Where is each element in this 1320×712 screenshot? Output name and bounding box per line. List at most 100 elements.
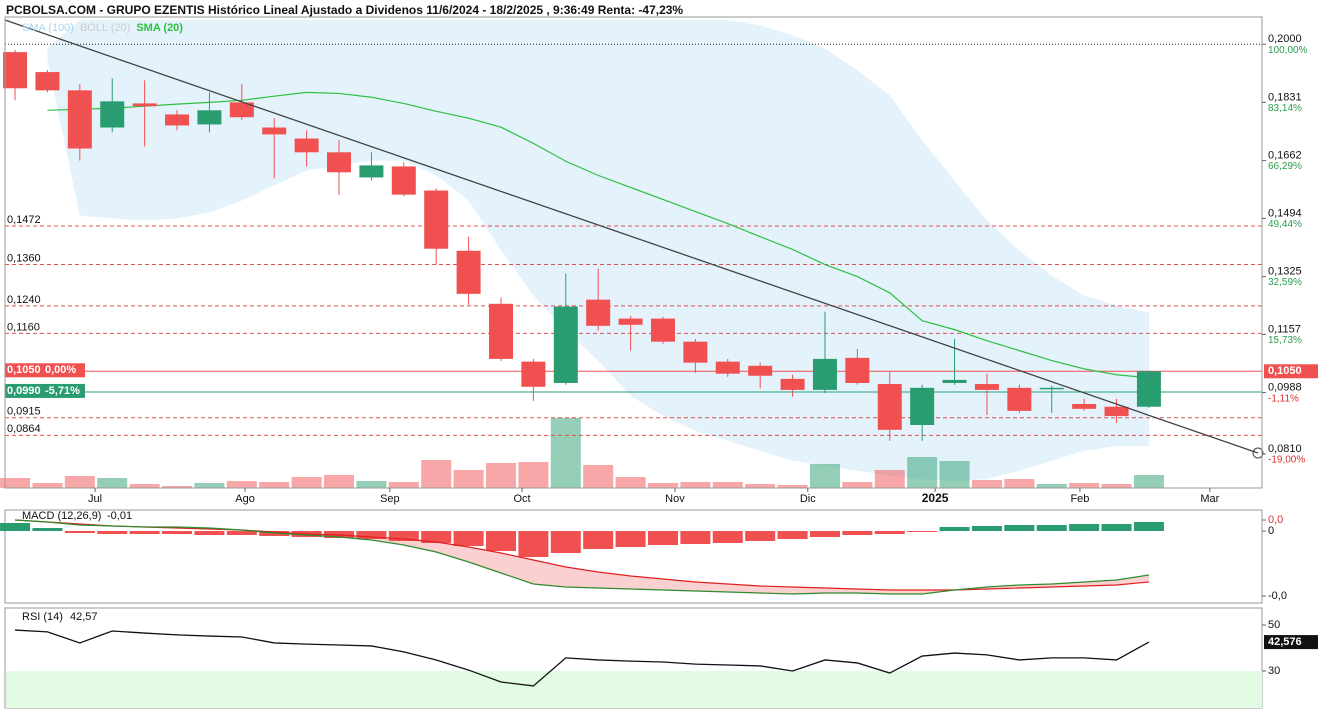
candle-body: [553, 306, 578, 383]
x-tick-label: Ago: [235, 493, 255, 505]
macd-histogram-bar: [421, 531, 452, 543]
bollinger-band: [47, 20, 1149, 482]
volume-bar: [1133, 475, 1164, 488]
candle-body: [456, 250, 481, 294]
level-label: 0,1472: [7, 214, 41, 226]
candle-body: [359, 165, 384, 178]
volume-bar: [939, 461, 970, 488]
candle-body: [165, 114, 190, 126]
y-tick-pct: 66,29%: [1268, 161, 1302, 172]
macd-histogram-bar: [226, 531, 257, 535]
x-tick-label: Nov: [665, 493, 685, 505]
volume-bar: [162, 486, 193, 488]
macd-histogram-bar: [939, 527, 970, 531]
volume-bar: [583, 465, 614, 488]
macd-histogram-bar: [647, 531, 678, 545]
volume-bar: [356, 481, 387, 488]
candle-body: [327, 152, 352, 173]
volume-bar: [324, 475, 355, 488]
volume-bar: [842, 482, 873, 488]
volume-bar: [453, 470, 484, 488]
macd-frame: [4, 509, 1263, 604]
macd-histogram-bar: [453, 531, 484, 546]
level-pct: 0,00%: [45, 364, 76, 376]
level-box: [5, 363, 85, 378]
candle-body: [521, 361, 546, 387]
candle-body: [586, 299, 611, 326]
candle-body: [683, 341, 708, 363]
x-tick-label: Jul: [88, 493, 102, 505]
macd-histogram-bar: [388, 531, 419, 541]
macd-histogram-bar: [1069, 524, 1100, 531]
y-tick-label: 0: [1268, 525, 1274, 537]
macd-histogram-bar: [583, 531, 614, 549]
candle-body: [618, 318, 643, 325]
macd-histogram-bar: [518, 531, 549, 557]
macd-histogram-bar: [194, 531, 225, 535]
legend-entry: SMA (100): [22, 22, 74, 34]
candle-body: [424, 190, 449, 249]
volume-bar: [226, 481, 257, 488]
legend-entry: SMA (20): [136, 22, 183, 34]
volume-bar: [550, 418, 581, 488]
volume-bar: [777, 485, 808, 488]
rsi-current: 42,57: [70, 611, 98, 623]
candle-body: [974, 384, 999, 390]
macd-histogram-bar: [907, 531, 938, 532]
volume-bar: [518, 462, 549, 488]
volume-bar: [421, 460, 452, 488]
macd-histogram-bar: [971, 526, 1002, 531]
candle-body: [132, 103, 157, 107]
y-tick-label: 0,1831: [1268, 91, 1302, 103]
candle-body: [748, 365, 773, 376]
macd-histogram-bar: [129, 531, 160, 534]
volume-bar: [32, 483, 63, 488]
volume-bar: [129, 484, 160, 488]
macd-histogram-bar: [97, 531, 128, 534]
macd-fill: [15, 520, 1149, 594]
macd-histogram-bar: [32, 528, 63, 531]
candle-body: [1007, 387, 1032, 411]
y-tick-pct: 100,00%: [1268, 45, 1308, 56]
y-tick-label: 50: [1268, 619, 1280, 631]
main-frame: [4, 16, 1263, 489]
volume-bar: [291, 477, 322, 488]
volume-bar: [971, 480, 1002, 488]
volume-bar: [1069, 483, 1100, 488]
y-tick-label: 0,1662: [1268, 149, 1302, 161]
volume-bar: [647, 483, 678, 488]
legend-entry: BOLL (20): [80, 22, 130, 34]
macd-label: MACD (12,26,9): [22, 510, 101, 522]
y-tick-label: 0,0: [1268, 514, 1283, 526]
level-label: 0,0990: [7, 385, 41, 397]
level-label: 0,1360: [7, 252, 41, 264]
sma-line: [47, 91, 1149, 379]
main-layer: 0,1472 0,1360 0,1240 0,1160 0,1050 0,00% 0,099…: [3, 43, 1262, 441]
candle-body: [877, 384, 902, 430]
candle-body: [1039, 387, 1064, 390]
chart-title: PCBOLSA.COM - GRUPO EZENTIS Histórico Li…: [6, 3, 683, 17]
current-rsi: 42,576: [1268, 636, 1302, 648]
current-price-box: [1264, 364, 1318, 379]
trend-end: [1252, 447, 1264, 459]
candle-body: [67, 90, 92, 149]
y-tick-label: 0,0988: [1268, 382, 1302, 394]
candle-body: [942, 379, 967, 383]
macd-histogram-bar: [1036, 525, 1067, 531]
candle-body: [262, 127, 287, 135]
y-tick-pct: -1,11%: [1268, 393, 1299, 404]
y-tick-pct: 49,44%: [1268, 219, 1302, 230]
volume-bar: [64, 476, 95, 488]
macd-line: [15, 519, 1150, 595]
volume-bar: [1004, 479, 1035, 488]
current-price: 0,1050: [1268, 365, 1302, 377]
candle-body: [488, 303, 513, 359]
y-tick-label: 0,1494: [1268, 207, 1302, 219]
macd-histogram-bar: [842, 531, 873, 535]
trend-line: [4, 19, 1259, 454]
macd-histogram-bar: [680, 531, 711, 544]
x-tick-label: Feb: [1070, 493, 1089, 505]
rsi-label: RSI (14): [22, 611, 63, 623]
volume-bar: [712, 482, 743, 488]
